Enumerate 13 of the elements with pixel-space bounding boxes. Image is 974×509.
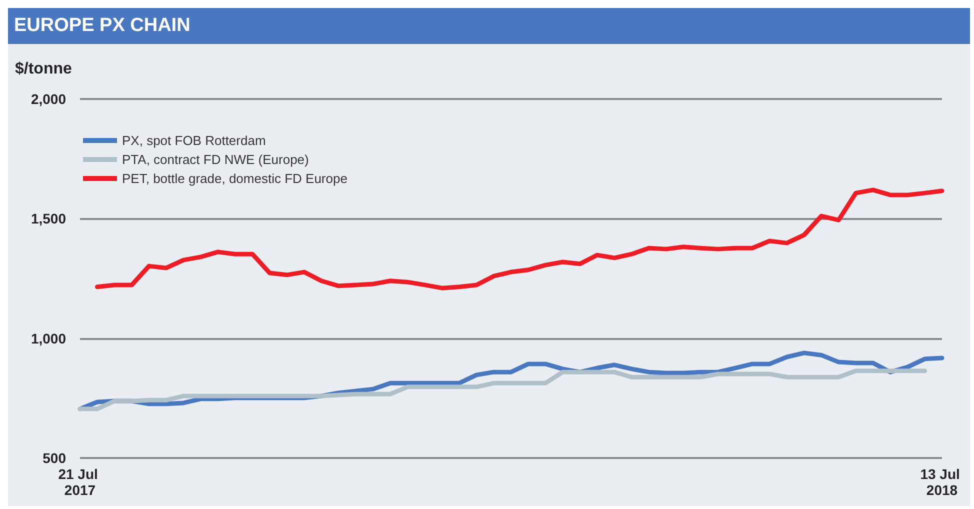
line-series [94,188,944,290]
y-tick-label: 500 [42,450,66,466]
y-tick-label: 1,000 [30,330,66,346]
legend-label: PX, spot FOB Rotterdam [122,133,266,148]
legend-label: PTA, contract FD NWE (Europe) [122,152,309,167]
x-tick-label: 13 Jul 2018 [920,466,964,498]
chart-title: EUROPE PX CHAIN [8,8,970,44]
legend-label: PET, bottle grade, domestic FD Europe [122,171,348,186]
y-axis-title: $/tonne [15,60,72,78]
x-tick-label: 21 Jul 2017 [58,466,102,498]
line-series [78,368,928,412]
y-tick-label: 1,500 [30,210,66,227]
y-tick-label: 2,000 [30,91,66,107]
